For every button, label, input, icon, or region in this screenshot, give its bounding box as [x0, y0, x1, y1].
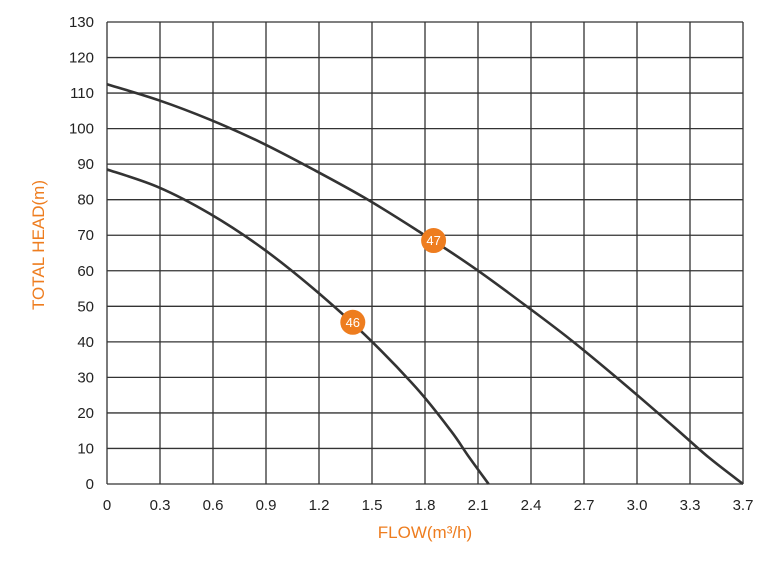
y-tick-label: 70 — [77, 227, 94, 244]
curve-badge-47 — [421, 228, 447, 254]
x-axis-title: FLOW(m³/h) — [378, 523, 472, 542]
y-tick-label: 50 — [77, 298, 94, 315]
x-tick-label: 1.2 — [309, 497, 330, 514]
x-tick-label: 2.1 — [468, 497, 489, 514]
x-tick-label: 2.7 — [574, 497, 595, 514]
y-axis-title: TOTAL HEAD(m) — [29, 180, 48, 310]
x-tick-label: 0.3 — [150, 497, 171, 514]
x-tick-label: 3.7 — [733, 497, 754, 514]
x-tick-label: 1.5 — [362, 497, 383, 514]
y-tick-label: 110 — [70, 85, 94, 102]
y-tick-label: 20 — [77, 405, 94, 422]
y-tick-label: 90 — [77, 156, 94, 173]
curve-46 — [106, 168, 490, 485]
x-tick-label: 0.6 — [203, 497, 224, 514]
y-tick-labels: 0 10 20 30 40 50 60 70 80 90 100 110 120 130 — [69, 14, 94, 493]
y-tick-label: 10 — [77, 440, 94, 457]
x-tick-label: 3.3 — [680, 497, 701, 514]
x-tick-labels: 0 0.3 0.6 0.9 1.2 1.5 1.8 2.1 2.4 2.7 3.0 3.3 3.7 — [103, 497, 754, 514]
y-tick-label: 80 — [77, 192, 94, 209]
grid-lines — [106, 21, 744, 485]
curve-badge-46 — [340, 309, 366, 335]
curves: 46 47 — [106, 82, 744, 486]
curve-47 — [106, 82, 744, 486]
x-tick-label: 0.9 — [256, 497, 277, 514]
y-tick-label: 130 — [69, 14, 94, 31]
x-tick-label: 3.0 — [627, 497, 648, 514]
y-tick-label: 120 — [69, 50, 94, 67]
y-tick-label: 30 — [77, 369, 94, 386]
y-tick-label: 60 — [77, 263, 94, 280]
y-tick-label: 0 — [86, 476, 94, 493]
curve-badge-label: 47 — [426, 233, 440, 248]
curve-badge-label: 46 — [346, 315, 360, 330]
x-tick-label: 2.4 — [521, 497, 542, 514]
y-tick-label: 100 — [69, 121, 94, 138]
x-tick-label: 1.8 — [415, 497, 436, 514]
y-tick-label: 40 — [77, 334, 94, 351]
x-tick-label: 0 — [103, 497, 111, 514]
